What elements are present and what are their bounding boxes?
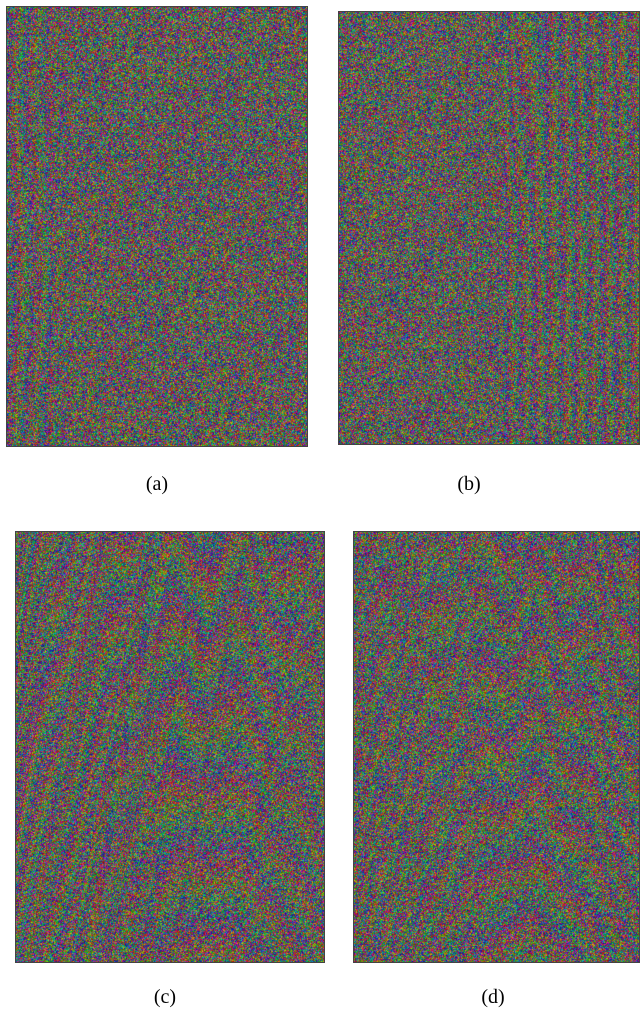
interferogram-panel-c [15, 531, 325, 963]
caption-a: (a) [145, 473, 169, 495]
interferogram-image-d [354, 532, 639, 962]
interferogram-panel-d [353, 531, 640, 963]
interferogram-image-c [16, 532, 324, 962]
interferogram-panel-b [338, 11, 640, 445]
interferogram-panel-a [6, 6, 308, 447]
caption-c: (c) [153, 986, 177, 1008]
interferogram-image-b [339, 12, 639, 444]
interferogram-image-a [7, 7, 307, 446]
caption-b: (b) [457, 473, 481, 495]
caption-d: (d) [481, 986, 505, 1008]
